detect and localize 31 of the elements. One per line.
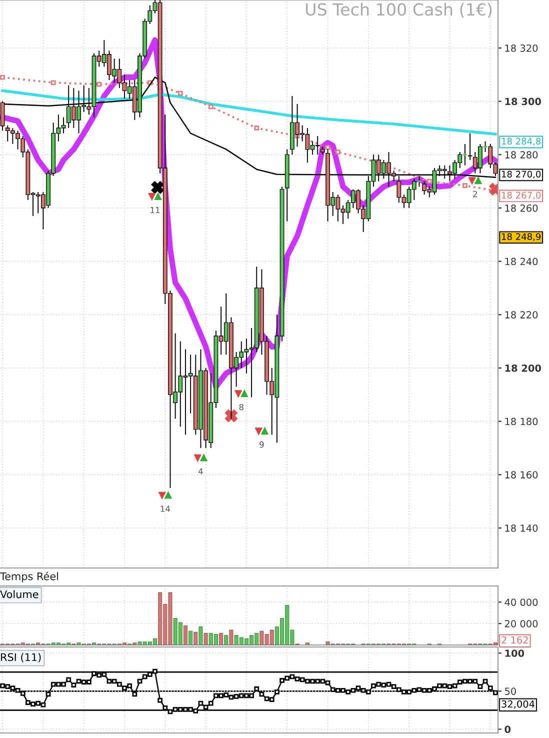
y-tick-label: 50: [505, 688, 516, 695]
y-tick-label: 18 300: [505, 98, 541, 106]
text: 18 284,8: [502, 138, 541, 146]
y-tick-label: 18 180: [505, 418, 538, 426]
y-tick-label: 18 320: [505, 44, 538, 52]
text: 2 162: [502, 636, 528, 644]
chart-title: Volume: [0, 590, 38, 598]
annotation: 11: [150, 206, 160, 214]
text: 32,004: [502, 700, 534, 709]
annotation: 8: [239, 404, 244, 410]
y-tick-label: 18 200: [505, 364, 541, 372]
y-tick-label: 20 000: [504, 620, 538, 628]
y-tick-label: 40 000: [504, 598, 538, 606]
y-tick-label: 0: [504, 726, 511, 734]
y-tick-label: 18 160: [505, 471, 538, 478]
annotation: 4: [198, 468, 203, 474]
text: 18 270,0: [502, 170, 541, 178]
text: 18 267,0: [502, 192, 541, 200]
y-tick-label: 18 220: [505, 311, 538, 318]
annotation: 2: [473, 190, 477, 198]
text: RSI (11): [1, 653, 41, 662]
y-tick-label: 18 140: [505, 524, 538, 532]
text: 18 248,9: [502, 233, 541, 241]
y-tick-label: 100: [505, 650, 524, 657]
annotation: 14: [160, 506, 170, 512]
y-tick-label: 18 240: [505, 258, 538, 266]
text: Temps Réel: [0, 572, 58, 582]
y-tick-label: 18 260: [505, 204, 538, 212]
annotation: 9: [260, 441, 264, 448]
y-tick-label: 18 280: [505, 151, 538, 158]
chart-title: US Tech 100 Cash (1€): [306, 2, 492, 18]
